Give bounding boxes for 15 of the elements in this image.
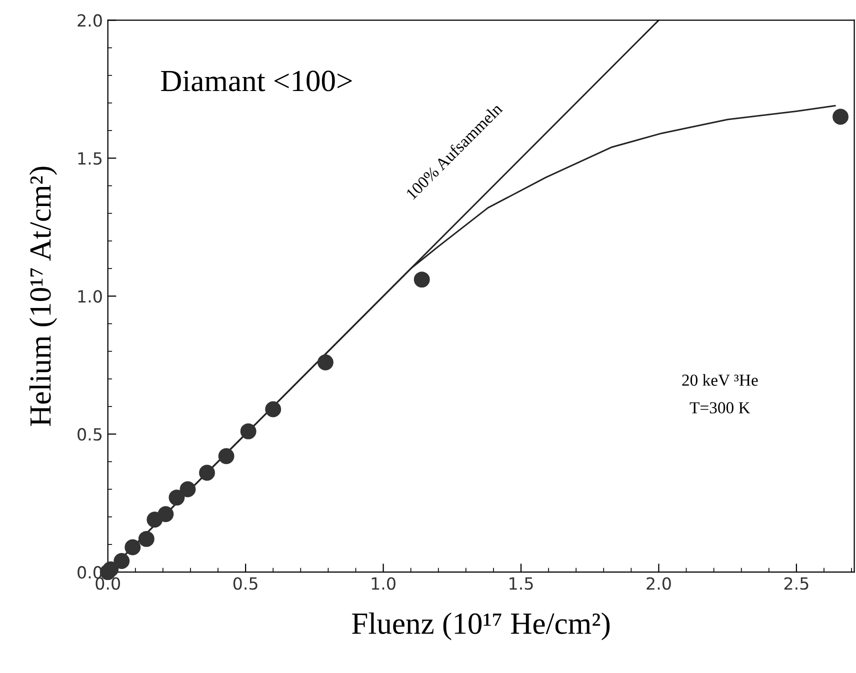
x-tick-label: 2.0 [646,577,671,590]
x-axis-title: Fluenz (10¹⁷ He/cm²) [352,612,610,640]
x-tick-label: 2.5 [784,577,808,590]
x-tick-label: 1.0 [372,577,396,590]
annotation: 20 keV ³He [682,374,758,386]
y-tick-label: 1.5 [78,152,102,165]
x-tick-label: 0.5 [233,577,258,590]
y-tick-label: 2.0 [78,14,102,27]
x-tick-label: 1.5 [510,577,533,590]
text: Diamant <100> [160,70,352,92]
x-tick-label: 0.0 [96,577,120,590]
y-tick-label: 1.0 [78,290,102,303]
y-tick-label: 0.5 [78,428,102,441]
y-axis-title: Helium (10¹⁷ At/cm²) [29,166,58,426]
annotation: T=300 K [690,402,750,414]
